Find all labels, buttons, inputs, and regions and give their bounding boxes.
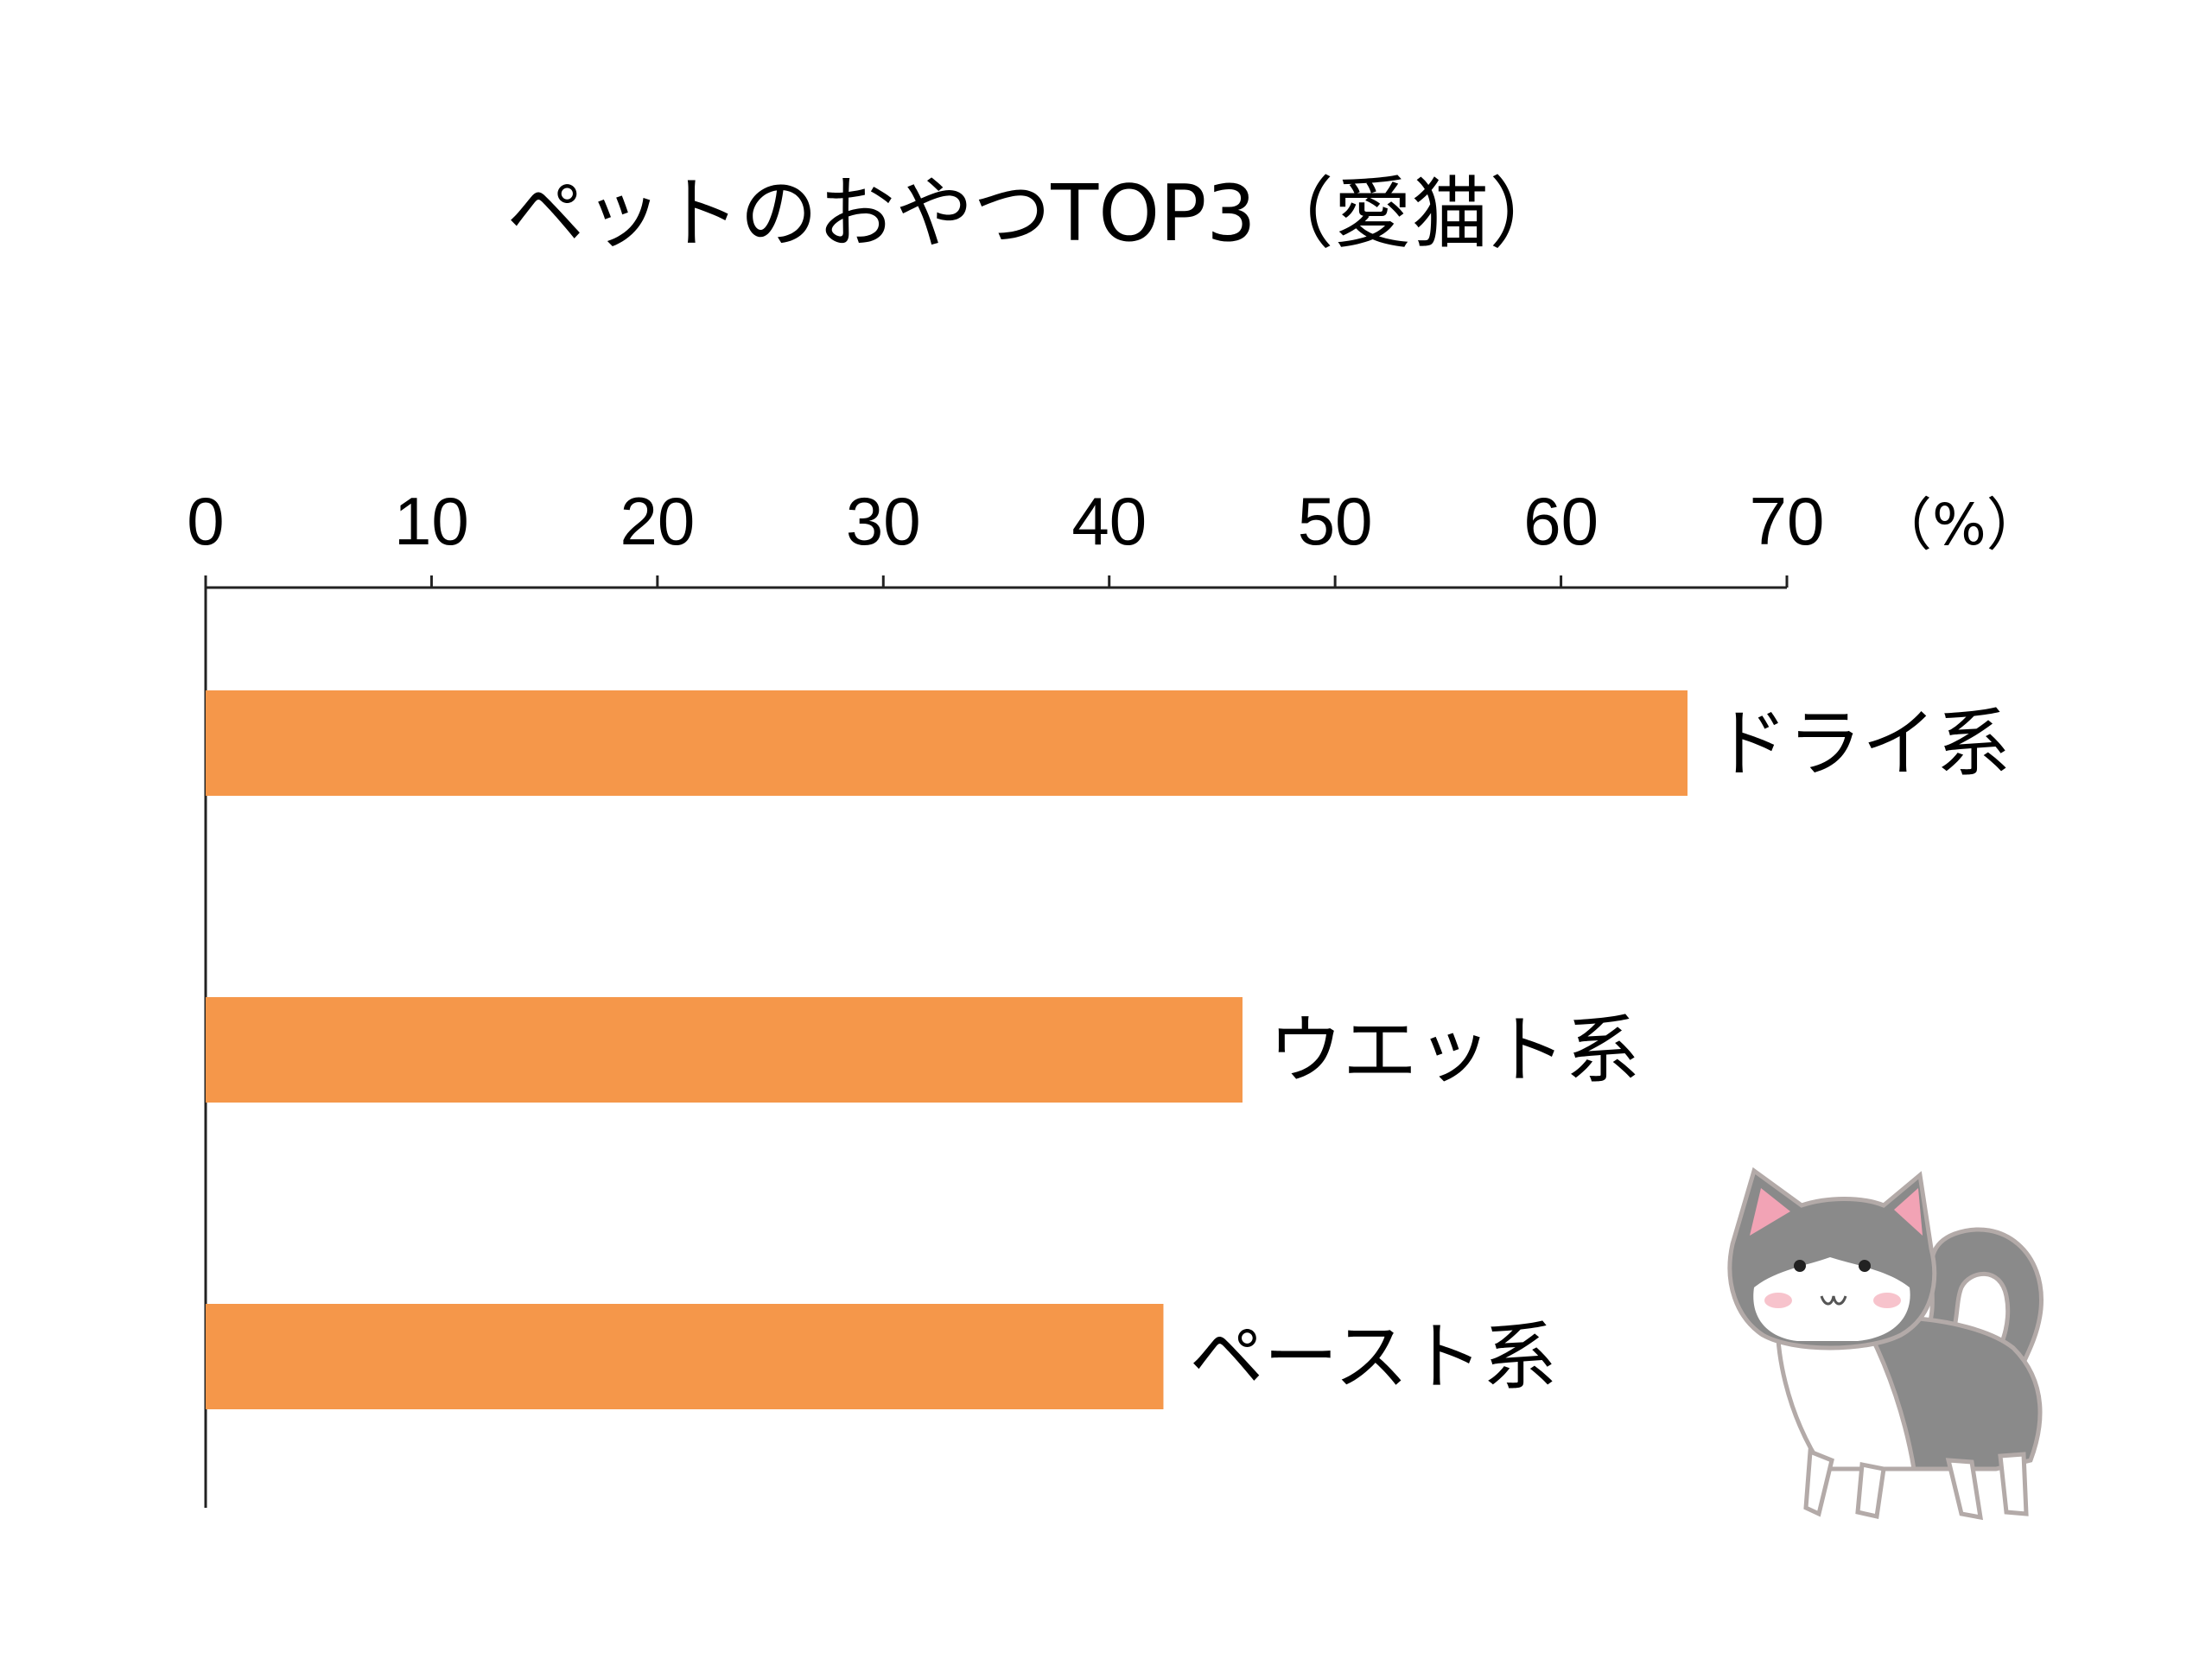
x-tick-label: 10 — [394, 483, 469, 559]
x-tick-label: 60 — [1523, 483, 1599, 559]
x-tick-label: 70 — [1750, 483, 1825, 559]
x-tick-label: 0 — [187, 483, 224, 559]
bar-category-label: ウエット系 — [1268, 1007, 1640, 1094]
bar — [206, 997, 1243, 1103]
x-tick-label: 40 — [1071, 483, 1147, 559]
bar — [206, 690, 1688, 796]
chart-title: ペットのおやつTOP3（愛猫） — [506, 168, 1567, 259]
cat-icon — [1727, 1166, 2044, 1521]
axis-unit: （%） — [1875, 492, 2044, 558]
x-axis: 0 10 20 30 40 50 60 70 — [187, 483, 1824, 1508]
x-tick-label: 50 — [1298, 483, 1373, 559]
bar-category-label: ペースト系 — [1189, 1314, 1557, 1401]
x-tick-label: 30 — [846, 483, 921, 559]
x-tick-label: 20 — [620, 483, 695, 559]
bar-category-label: ドライ系 — [1713, 701, 2011, 787]
bar — [206, 1304, 1164, 1409]
